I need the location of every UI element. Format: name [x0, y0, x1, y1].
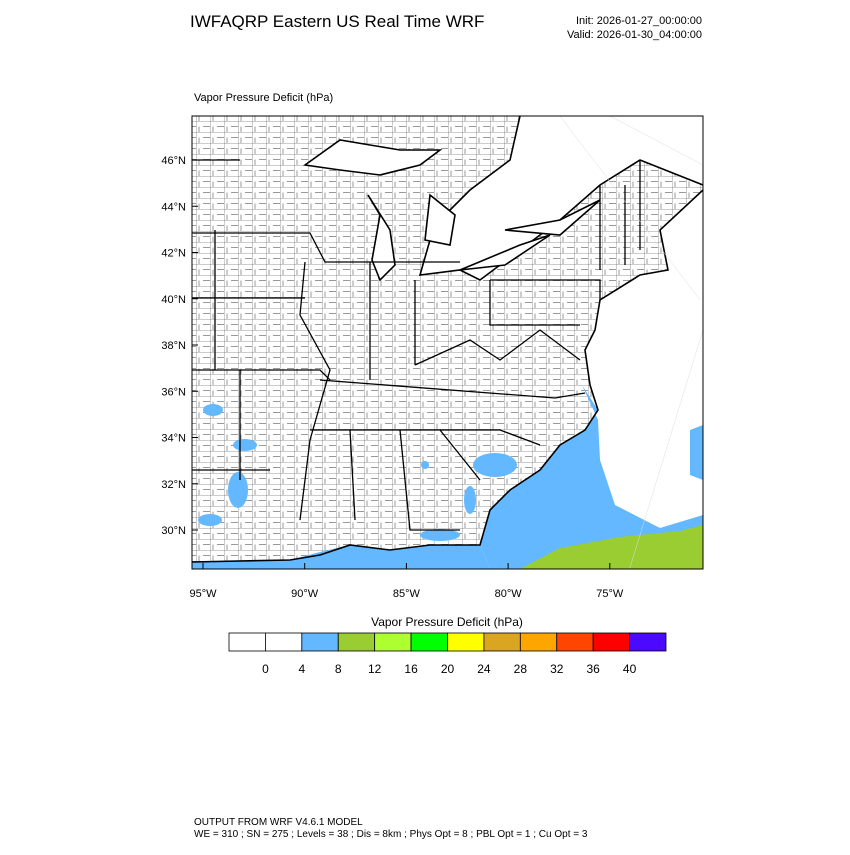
colorbar-box [410, 632, 448, 652]
colorbar-label: 8 [335, 662, 342, 676]
map-frame [191, 115, 704, 570]
ocean-shade [480, 385, 703, 569]
inland-shade [198, 404, 517, 541]
ocean-shade [690, 425, 703, 480]
colorbar-label: 36 [586, 662, 600, 676]
colorbar-box [265, 632, 303, 652]
lon-tick-label: 80°W [495, 588, 523, 600]
title: IWFAQRP Eastern US Real Time WRF [190, 12, 484, 31]
colorbar-box [228, 632, 266, 652]
colorbar-label: 32 [550, 662, 564, 676]
colorbar-box [447, 632, 485, 652]
colorbar-label: 28 [514, 662, 528, 676]
colorbar-label: 40 [623, 662, 637, 676]
colorbar-box [374, 632, 412, 652]
state-borders [192, 159, 641, 531]
gulf-shade [192, 545, 490, 569]
colorbar-box [592, 632, 630, 652]
footer-line: WE = 310 ; SN = 275 ; Levels = 38 ; Dis … [194, 829, 588, 840]
lat-tick-label: 46°N [161, 155, 186, 167]
colorbar-label: 12 [368, 662, 382, 676]
lon-tick-label: 85°W [393, 588, 421, 600]
colorbar-label: 16 [404, 662, 418, 676]
colorbar-label: 0 [262, 662, 269, 676]
lat-tick-label: 38°N [161, 340, 186, 352]
valid-time: Valid: 2026-01-30_04:00:00 [567, 29, 702, 41]
colorbar-label: 4 [298, 662, 305, 676]
colorbar-box [556, 632, 594, 652]
lat-tick-label: 36°N [161, 386, 186, 398]
colorbar-box [629, 632, 667, 652]
colorbar-title: Vapor Pressure Deficit (hPa) [371, 615, 523, 629]
init-time: Init: 2026-01-27_00:00:00 [576, 15, 702, 27]
lon-tick-label: 75°W [596, 588, 624, 600]
land [192, 116, 703, 562]
colorbar-label: 24 [477, 662, 491, 676]
graticule [559, 116, 703, 569]
lon-tick-label: 95°W [189, 588, 217, 600]
lat-tick-label: 42°N [161, 248, 186, 260]
colorbar-box [301, 632, 339, 652]
lon-tick-label: 90°W [291, 588, 319, 600]
lat-tick-label: 34°N [161, 433, 186, 445]
axis-ticks: 46°N 44°N 42°N 40°N 38°N 36°N 34°N 32°N 30°N 95°W… [161, 155, 623, 600]
map [192, 116, 703, 569]
coastline [192, 116, 703, 563]
map-label: Vapor Pressure Deficit (hPa) [194, 92, 333, 104]
lat-tick-label: 40°N [161, 294, 186, 306]
lat-tick-label: 30°N [161, 525, 186, 537]
colorbar-label: 20 [441, 662, 455, 676]
lat-tick-label: 44°N [161, 201, 186, 213]
colorbar: 0 4 8 12 16 20 24 28 32 36 40 [228, 632, 667, 676]
colorbar-box [483, 632, 521, 652]
footer-line: OUTPUT FROM WRF V4.6.1 MODEL [194, 817, 363, 828]
colorbar-box [519, 632, 558, 652]
lat-tick-label: 32°N [161, 479, 186, 491]
colorbar-box [337, 632, 376, 652]
green-shade [520, 525, 703, 569]
